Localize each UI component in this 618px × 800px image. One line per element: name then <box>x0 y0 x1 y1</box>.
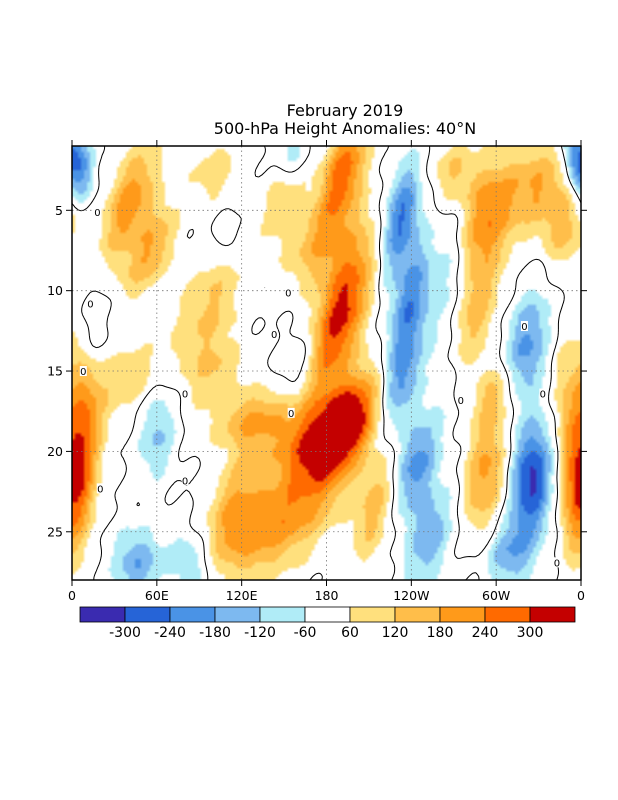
zero-contour-label: 0 <box>457 394 465 407</box>
zero-contour-line <box>72 146 581 580</box>
svg-text:0: 0 <box>521 322 527 333</box>
heatmap-field: 0 0 0 0 0 0 0 0 0 0 0 0 0 <box>72 146 581 580</box>
svg-text:0: 0 <box>271 330 277 341</box>
zero-contour-label: 0 <box>553 557 561 569</box>
svg-text:0: 0 <box>554 558 560 569</box>
colorbar-swatch <box>259 606 306 623</box>
zero-contour-label: 0 <box>181 388 189 401</box>
y-tick-label: 25 <box>47 524 63 539</box>
x-tick-label: 60W <box>482 588 510 603</box>
y-tick-label: 10 <box>47 283 63 298</box>
y-axis: 5 10 15 20 25 <box>47 203 587 539</box>
svg-text:0: 0 <box>87 300 93 311</box>
colorbar-label: -300 <box>109 625 141 641</box>
chart-subtitle: 500-hPa Height Anomalies: 40°N <box>214 119 476 138</box>
colorbar-label: 60 <box>341 625 359 641</box>
x-axis: 0 60E 120E 180 120W 60W 0 <box>68 140 585 603</box>
zero-contour-label: 0 <box>287 407 295 420</box>
svg-text:0: 0 <box>182 390 188 401</box>
colorbar-swatch <box>169 606 216 623</box>
zero-contour-label: 0 <box>93 206 101 219</box>
svg-text:0: 0 <box>94 208 100 219</box>
zero-contour-label: 0 <box>79 366 87 378</box>
svg-text:0: 0 <box>182 476 188 487</box>
x-tick-label: 0 <box>577 588 585 603</box>
x-tick-label: 180 <box>315 588 339 603</box>
svg-text:0: 0 <box>285 288 291 299</box>
x-tick-label: 0 <box>68 588 76 603</box>
colorbar-label: -180 <box>199 625 231 641</box>
zero-contour-label: 0 <box>96 483 104 495</box>
zero-contour-labels: 0 0 0 0 0 0 0 0 0 0 0 0 0 <box>79 206 561 569</box>
colorbar-label: -120 <box>244 625 276 641</box>
zero-contour-label: 0 <box>520 321 528 333</box>
zero-contour-label: 0 <box>86 298 94 311</box>
svg-text:0: 0 <box>540 390 546 401</box>
svg-text:0: 0 <box>458 396 464 407</box>
svg-text:0: 0 <box>97 484 103 495</box>
colorbar-label: 300 <box>517 625 544 641</box>
y-tick-label: 5 <box>55 203 63 218</box>
colorbar-swatch <box>79 606 126 623</box>
x-tick-label: 120W <box>393 588 429 603</box>
colorbar-label: 240 <box>472 625 499 641</box>
colorbar-swatch <box>439 606 486 623</box>
colorbar-swatch <box>394 606 441 623</box>
chart-title: February 2019 <box>287 101 404 120</box>
zero-contour-label: 0 <box>270 329 278 341</box>
colorbar-swatch <box>304 606 351 623</box>
colorbar-label: 180 <box>427 625 454 641</box>
colorbar-label: -240 <box>154 625 186 641</box>
colorbar-swatch <box>529 606 576 623</box>
colorbar-swatch <box>484 606 531 623</box>
colorbar-label: 120 <box>382 625 409 641</box>
colorbar-swatch <box>124 606 171 623</box>
zero-contours <box>72 146 581 580</box>
colorbar: -300 -240 -180 -120 -60 60 120 180 240 300 <box>79 606 576 641</box>
svg-text:0: 0 <box>288 409 294 420</box>
colorbar-swatch <box>349 606 396 623</box>
y-tick-label: 15 <box>47 364 63 379</box>
zero-contour-label: 0 <box>284 287 292 299</box>
x-tick-label: 120E <box>226 588 258 603</box>
zero-contour-label: 0 <box>181 475 189 487</box>
colorbar-swatch <box>214 606 261 623</box>
y-tick-label: 20 <box>47 444 63 459</box>
grid-lines <box>72 146 581 580</box>
x-tick-label: 60E <box>145 588 169 603</box>
svg-text:0: 0 <box>80 367 86 378</box>
colorbar-label: -60 <box>294 625 317 641</box>
zero-contour-label: 0 <box>539 388 547 401</box>
